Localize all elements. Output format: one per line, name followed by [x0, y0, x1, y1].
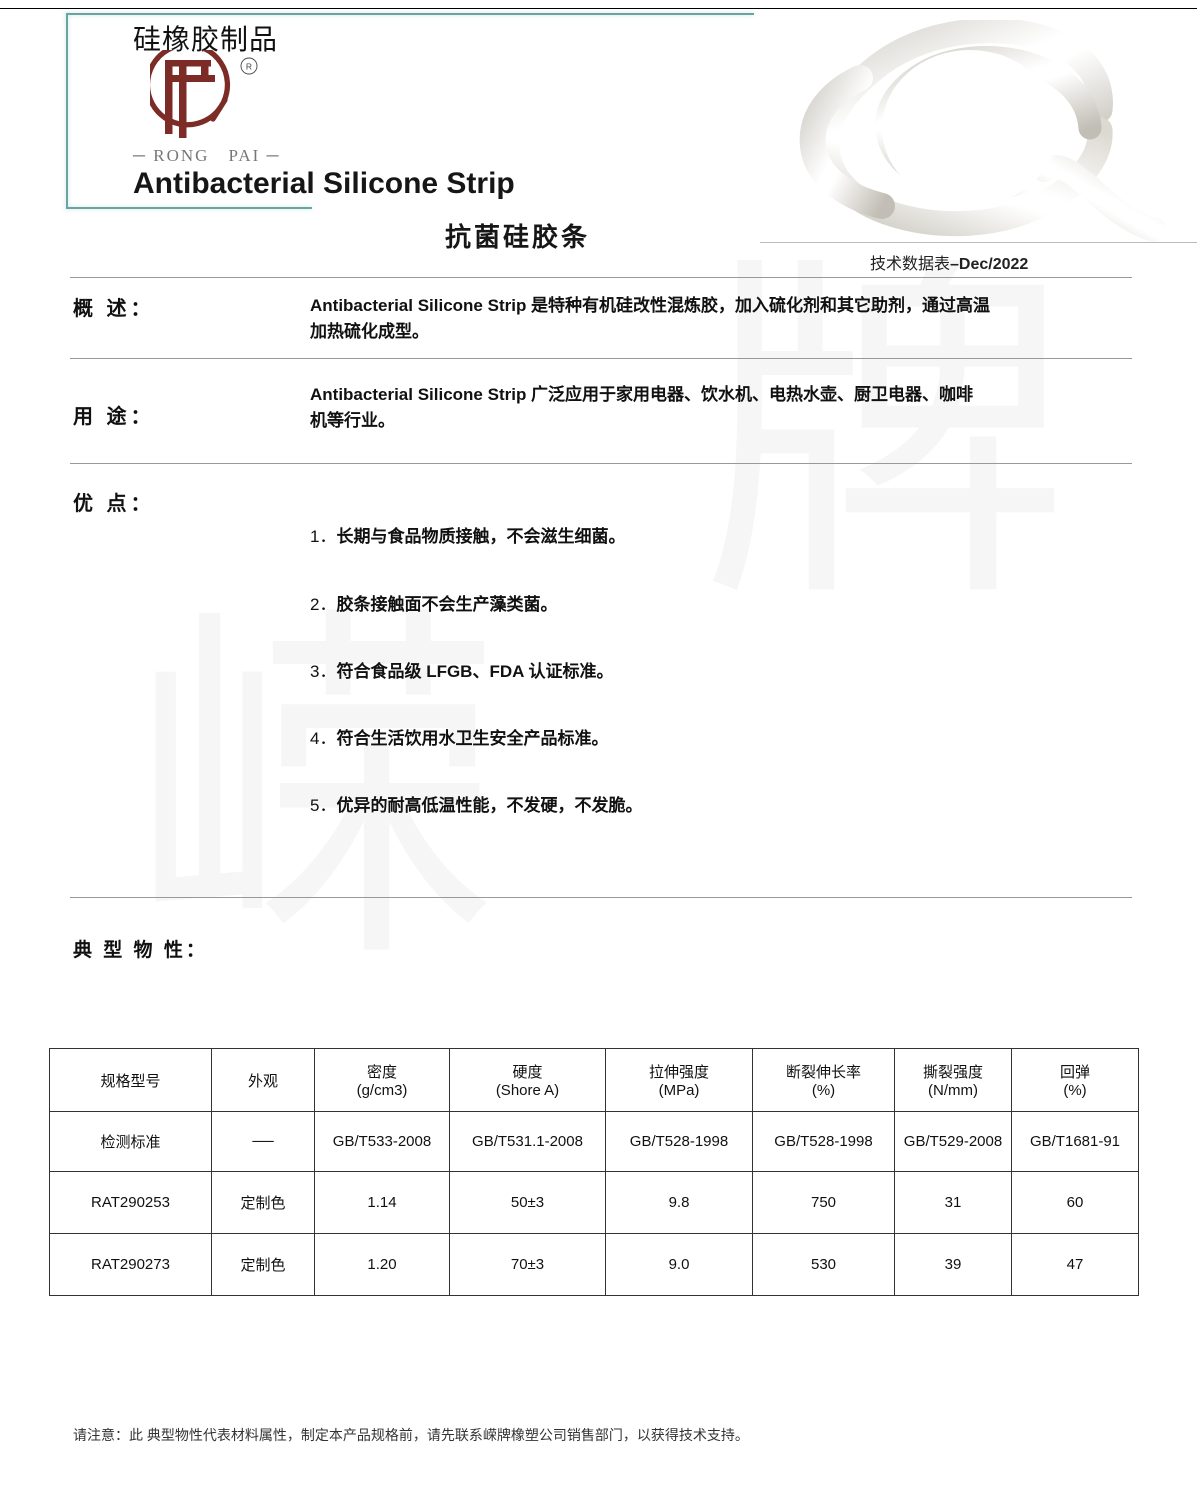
svg-text:R: R [246, 62, 252, 72]
